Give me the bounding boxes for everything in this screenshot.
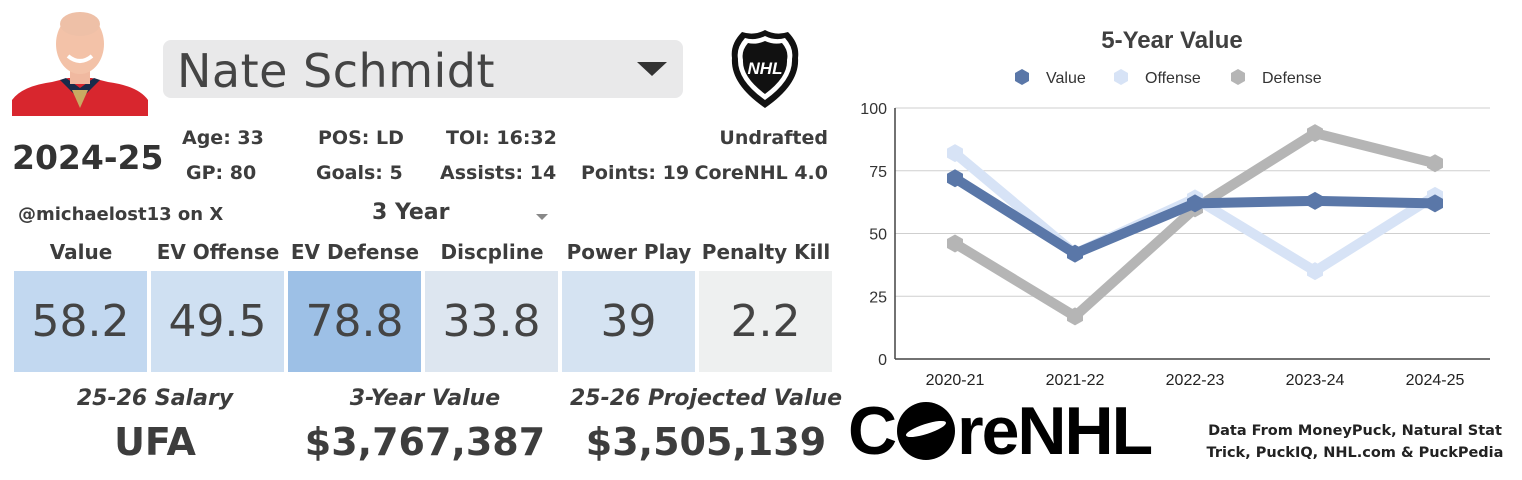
brand-left: C: [848, 393, 897, 469]
stat-age: Age: 33: [182, 127, 264, 149]
data-point-value: [1187, 194, 1203, 213]
puck-icon: [897, 402, 956, 460]
legend-label-offense: Offense: [1145, 70, 1201, 87]
brand-right: reNHL: [957, 393, 1153, 469]
data-point-defense: [1307, 124, 1323, 143]
stat-toi: TOI: 16:32: [446, 127, 557, 149]
nhl-logo: NHL: [731, 30, 799, 108]
category-box-ev-offense: 49.5: [151, 271, 284, 372]
data-point-value: [947, 169, 963, 188]
author-handle: @michaelost13 on X: [18, 204, 224, 225]
category-box-ev-defense: 78.8: [288, 271, 421, 372]
legend-label-defense: Defense: [1262, 70, 1322, 87]
salary-label: 25-26 Salary: [76, 386, 234, 411]
legend-marker-defense: [1231, 69, 1245, 85]
category-box-value: 58.2: [14, 271, 147, 372]
projected-value-label: 25-26 Projected Value: [570, 386, 843, 411]
data-point-value: [1427, 194, 1443, 213]
legend-marker-value: [1015, 69, 1029, 85]
data-credits: Data From MoneyPuck, Natural Stat Trick,…: [1206, 423, 1504, 461]
stat-model: CoreNHL 4.0: [694, 162, 828, 184]
category-label-power-play: Power Play: [566, 240, 692, 264]
y-tick-label: 25: [869, 289, 887, 306]
data-point-defense: [947, 234, 963, 253]
legend-label-value: Value: [1046, 70, 1086, 87]
player-select[interactable]: Nate Schmidt: [163, 40, 683, 98]
data-point-offense: [947, 144, 963, 163]
category-label-ev-offense: EV Offense: [156, 240, 280, 264]
three-year-value: $3,767,387: [304, 420, 546, 464]
y-tick-label: 50: [869, 227, 887, 244]
category-label-penalty-kill: Penalty Kill: [701, 240, 831, 264]
data-point-defense: [1067, 307, 1083, 326]
salary-value: UFA: [114, 420, 196, 464]
y-tick-label: 0: [878, 352, 887, 369]
five-year-value-chart: 5-Year Value Value Offense Defense 0 25 50 75 10…: [860, 27, 1490, 389]
y-tick-label: 100: [860, 101, 887, 118]
category-label-ev-defense: EV Defense: [290, 240, 420, 264]
category-box-discipline: 33.8: [425, 271, 558, 372]
stat-assists: Assists: 14: [440, 162, 557, 184]
period-chevron-down-icon[interactable]: [536, 214, 548, 220]
player-name: Nate Schmidt: [177, 44, 496, 98]
season-label: 2024-25: [12, 138, 164, 177]
stat-draft: Undrafted: [719, 127, 828, 149]
projected-value: $3,505,139: [585, 420, 827, 464]
nhl-logo-text: NHL: [748, 59, 783, 78]
x-tick-label: 2024-25: [1406, 372, 1465, 389]
y-tick-label: 75: [869, 164, 887, 181]
data-point-offense: [1307, 262, 1323, 281]
player-photo: [12, 12, 148, 116]
stat-gp: GP: 80: [186, 162, 257, 184]
category-label-discipline: Discpline: [440, 240, 544, 264]
x-tick-label: 2023-24: [1286, 372, 1345, 389]
legend-marker-offense: [1114, 69, 1128, 85]
stat-pos: POS: LD: [318, 127, 404, 149]
chevron-down-icon[interactable]: [637, 62, 667, 76]
x-tick-label: 2020-21: [926, 372, 985, 389]
data-point-value: [1067, 244, 1083, 263]
stat-goals: Goals: 5: [316, 162, 403, 184]
chart-title: 5-Year Value: [1101, 27, 1242, 54]
data-point-defense: [1427, 154, 1443, 173]
category-label-value: Value: [49, 240, 113, 264]
data-point-value: [1307, 191, 1323, 210]
category-box-penalty-kill: 2.2: [699, 271, 832, 372]
x-tick-label: 2022-23: [1166, 372, 1225, 389]
stat-points: Points: 19: [581, 162, 690, 184]
three-year-value-label: 3-Year Value: [349, 386, 501, 411]
period-select[interactable]: 3 Year: [372, 200, 450, 225]
x-tick-label: 2021-22: [1046, 372, 1105, 389]
category-box-power-play: 39: [562, 271, 695, 372]
